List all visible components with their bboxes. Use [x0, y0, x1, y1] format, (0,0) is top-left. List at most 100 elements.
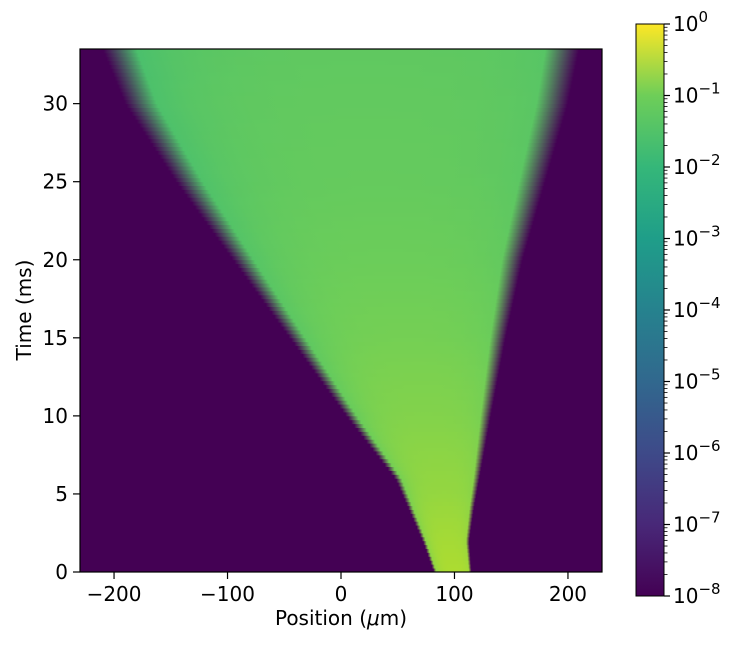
heatmap-row: [139, 122, 562, 128]
heatmap-row: [121, 91, 570, 97]
heatmap-row: [311, 364, 501, 370]
heatmap-row: [415, 520, 472, 526]
heatmap-row: [105, 52, 579, 58]
heatmap-row: [223, 243, 527, 249]
heatmap-row: [302, 353, 503, 358]
x-tick-label: −200: [87, 582, 142, 606]
heatmap-row: [214, 232, 530, 237]
heatmap-row: [401, 489, 477, 495]
colorbar-tick-label: 10−5: [673, 366, 721, 394]
heatmap-row: [333, 395, 495, 401]
heatmap-row: [103, 49, 579, 54]
heatmap-row: [398, 481, 479, 487]
heatmap-row: [288, 333, 506, 339]
heatmap-row: [211, 228, 532, 233]
heatmap-row: [378, 454, 484, 460]
heatmap-row: [375, 450, 485, 456]
x-tick-label: 100: [435, 582, 473, 606]
heatmap-row: [108, 60, 577, 66]
heatmap-row: [316, 372, 499, 378]
heatmap-row: [257, 290, 516, 296]
heatmap-row: [429, 555, 471, 561]
heatmap-row: [430, 559, 471, 565]
heatmap-row: [154, 146, 555, 151]
heatmap-row: [363, 434, 487, 440]
heatmap-row: [369, 442, 486, 448]
heatmap-row: [294, 341, 505, 347]
heatmap-row: [189, 196, 541, 202]
heatmap-row: [114, 75, 574, 81]
heatmap-row: [226, 247, 526, 253]
heatmap-row: [164, 161, 551, 167]
heatmap-row: [254, 286, 517, 292]
heatmap-row: [113, 72, 575, 77]
x-tick-label: −100: [200, 582, 255, 606]
heatmap-row: [285, 329, 507, 335]
heatmap-row: [159, 153, 553, 159]
y-tick-label: 15: [43, 326, 68, 350]
heatmap-row: [423, 540, 470, 546]
heatmap-row: [357, 427, 489, 432]
heatmap-row: [203, 216, 535, 222]
heatmap-row: [342, 407, 492, 413]
heatmap-row: [183, 189, 543, 194]
heatmap-row: [243, 271, 520, 276]
heatmap-row: [152, 142, 557, 147]
heatmap-row: [328, 388, 496, 393]
heatmap-row: [360, 431, 488, 436]
heatmap-row: [262, 298, 514, 304]
heatmap-layer: [103, 49, 579, 572]
heatmap-row: [167, 165, 550, 171]
y-tick-label: 5: [55, 482, 68, 506]
heatmap-row: [126, 103, 568, 108]
colorbar-ticks: 100 10−1 10−2 10−3 10−4 10−5 10−6 10−7 10−8: [664, 8, 721, 608]
y-tick-label: 30: [43, 92, 68, 116]
heatmap-row: [111, 68, 575, 73]
heatmap-row: [192, 200, 540, 206]
heatmap-row: [141, 126, 561, 132]
heatmap-row: [416, 524, 472, 530]
heatmap-row: [274, 314, 511, 319]
heatmap-row: [129, 107, 567, 112]
heatmap-row: [220, 239, 528, 245]
heatmap-row: [149, 138, 558, 144]
heatmap-row: [118, 83, 572, 89]
heatmap-row: [194, 204, 538, 210]
heatmap-row: [299, 349, 503, 354]
heatmap-row: [131, 111, 566, 116]
colorbar-tick-label: 10−4: [673, 294, 721, 322]
heatmap-row: [339, 403, 493, 409]
heatmap-row: [297, 345, 504, 350]
heatmap-row: [426, 548, 470, 553]
heatmap-row: [322, 380, 498, 386]
heatmap-row: [240, 267, 521, 272]
heatmap-row: [348, 415, 491, 421]
heatmap-row: [144, 130, 560, 136]
heatmap-row: [336, 399, 494, 405]
heatmap-row: [387, 466, 482, 471]
x-axis-label: Position (μm): [275, 606, 407, 630]
heatmap-row: [268, 306, 512, 311]
heatmap-row: [265, 302, 513, 307]
heatmap-row: [413, 516, 473, 522]
heatmap-row: [314, 368, 500, 374]
colorbar-tick-label: 100: [673, 8, 708, 36]
heatmap-row: [406, 501, 475, 507]
heatmap-row: [231, 255, 524, 261]
heatmap-row: [177, 181, 545, 187]
heatmap-row: [237, 263, 522, 268]
y-axis-ticks: 0 5 10 15 20 25 30: [43, 92, 80, 584]
y-tick-label: 0: [55, 560, 68, 584]
heatmap-row: [116, 79, 573, 85]
heatmap-row: [186, 193, 542, 198]
heatmap-row: [122, 95, 570, 101]
heatmap-row: [162, 157, 552, 163]
heatmap-row: [175, 177, 546, 183]
colorbar-tick-label: 10−7: [673, 509, 721, 537]
heatmap-row: [170, 169, 549, 175]
heatmap-row: [384, 462, 482, 468]
heatmap-row: [331, 392, 495, 397]
heatmap-row: [245, 274, 519, 280]
heatmap-row: [366, 438, 487, 444]
